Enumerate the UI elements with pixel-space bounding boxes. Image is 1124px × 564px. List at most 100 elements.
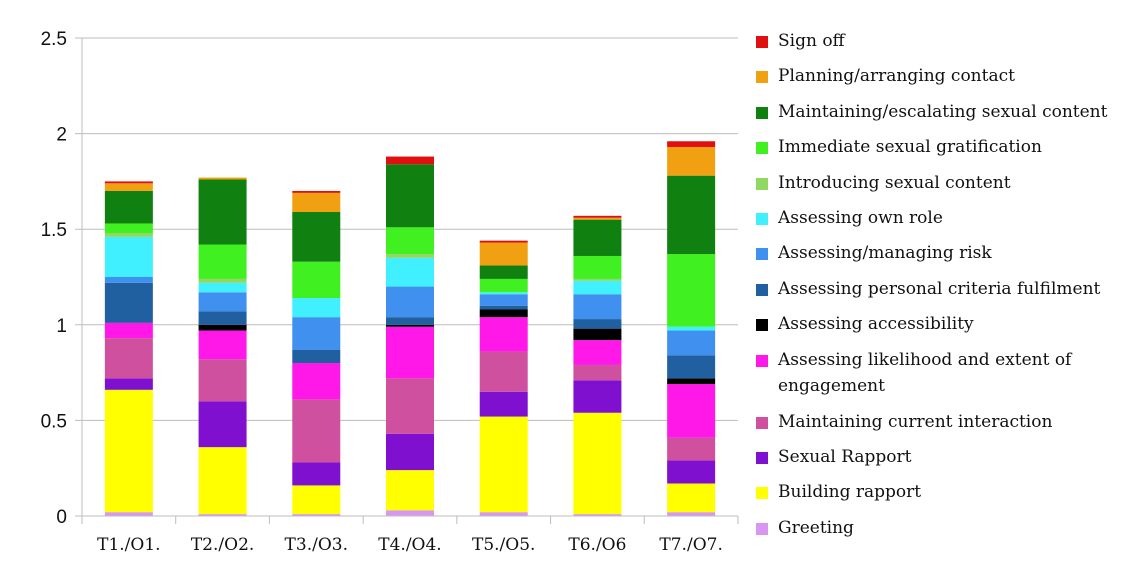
legend-label: Building rapport [778, 482, 922, 503]
bar-segment [667, 146, 716, 176]
bar-segment [386, 433, 434, 471]
legend-entry: Greeting [756, 515, 1122, 550]
x-tick-label: T5./O5. [472, 535, 535, 555]
legend-swatch [756, 142, 768, 155]
bar-segment [104, 223, 153, 234]
legend-label: Immediate sexual gratification [778, 137, 1042, 158]
bar-segment [386, 378, 434, 434]
bar-segment [104, 236, 153, 277]
bar-segment [479, 278, 528, 293]
bar-segment [479, 292, 528, 295]
x-axis: T1./O1. T2./O2. T3./O3. T4./O4. T5./O5. T6./O… [81, 515, 739, 555]
bar-segment [198, 282, 247, 293]
legend-label: Assessing own role [778, 207, 943, 228]
legend-label: Assessing personal criteria fulfilment [778, 278, 1101, 299]
legend-entry: Immediate sexual gratification [756, 134, 1122, 169]
x-tick-label: T3./O3. [285, 535, 348, 555]
legend-entry: Sexual Rapport [756, 444, 1122, 479]
bar-segment [292, 192, 341, 212]
bar-segment [104, 389, 153, 513]
bar-segment [573, 364, 622, 381]
bar-segment [573, 319, 622, 329]
y-tick-label: 2 [56, 125, 67, 146]
legend-entry: Introducing sexual content [756, 170, 1122, 205]
legend-swatch [756, 487, 768, 500]
bar-segment [667, 254, 716, 327]
bar-segment [573, 294, 622, 320]
bar-segment [667, 330, 716, 356]
bar-segment [198, 179, 247, 245]
bar-segment [104, 282, 153, 323]
y-tick-label: 1 [56, 316, 67, 337]
legend-entry: Assessing own role [756, 205, 1122, 240]
legend-swatch [756, 416, 768, 429]
bar-segment [573, 340, 622, 365]
bar-segment [386, 326, 434, 379]
bar-segment [104, 378, 153, 390]
bar-segment [573, 217, 622, 220]
bar-segment [198, 359, 247, 402]
bar-segment [573, 514, 622, 516]
y-tick-label: 1.5 [41, 220, 67, 241]
bar-segment [386, 164, 434, 228]
bar-segment [292, 349, 341, 364]
bar-segment [573, 255, 622, 279]
bar-segment [573, 219, 622, 256]
x-tick-label: T4./O4. [378, 535, 441, 555]
bar-segment [479, 416, 528, 513]
legend-entry: Maintaining/escalating sexual content [756, 99, 1122, 134]
bar-segment [292, 298, 341, 318]
bar-segment [479, 351, 528, 392]
x-tick-label: T7./O7. [659, 535, 722, 555]
bar-segment [667, 326, 716, 331]
bar-segment [104, 233, 153, 237]
legend-label: Assessing likelihood and extent of engag… [778, 349, 1072, 396]
bar-segment [573, 380, 622, 413]
bar-segment [198, 330, 247, 360]
y-tick-label: 2.5 [41, 29, 67, 50]
bar-segment [104, 322, 153, 339]
bar-segment [479, 391, 528, 417]
bar-segment [386, 510, 434, 516]
legend-swatch [756, 283, 768, 296]
bar-segment [667, 483, 716, 513]
legend-swatch [756, 71, 768, 84]
bar-segment [104, 183, 153, 191]
bar-segment [198, 514, 247, 516]
legend-label: Assessing/managing risk [778, 243, 992, 264]
bar-segment [479, 240, 528, 243]
legend-swatch [756, 451, 768, 464]
bar-segment [386, 324, 434, 327]
bar-segment [667, 175, 716, 255]
bar-segment [198, 324, 247, 331]
y-tick-label: 0 [56, 507, 67, 528]
legend-swatch [756, 177, 768, 190]
bar-segment [198, 244, 247, 279]
bar-segment [198, 401, 247, 448]
legend-swatch [756, 354, 768, 367]
bar-segment [292, 211, 341, 262]
bar-segment [292, 317, 341, 350]
bar-segment [198, 311, 247, 325]
bar-segment [667, 460, 716, 484]
bar-segment [667, 384, 716, 438]
bar-segment [292, 363, 341, 400]
legend-label: Maintaining current interaction [778, 411, 1053, 432]
bar-segment [198, 292, 247, 312]
legend-entry: Building rapport [756, 479, 1122, 514]
y-axis-ticks: 0 0.5 1 1.5 2 2.5 [41, 29, 67, 528]
bar-segment [573, 215, 622, 218]
bar-segment [386, 286, 434, 318]
legend-entry: Assessing personal criteria fulfilment [756, 276, 1122, 311]
bar-segment [386, 257, 434, 287]
bar-segment [292, 514, 341, 516]
legend-label: Assessing accessibility [778, 314, 974, 335]
bar-segment [573, 278, 622, 281]
bar-segment [573, 412, 622, 515]
legend-entry: Maintaining current interaction [756, 409, 1122, 444]
bar-segment [573, 280, 622, 295]
bars [104, 141, 716, 516]
legend-entry: Assessing accessibility [756, 311, 1122, 346]
bar-segment [667, 378, 716, 385]
bar-segment [386, 156, 434, 165]
